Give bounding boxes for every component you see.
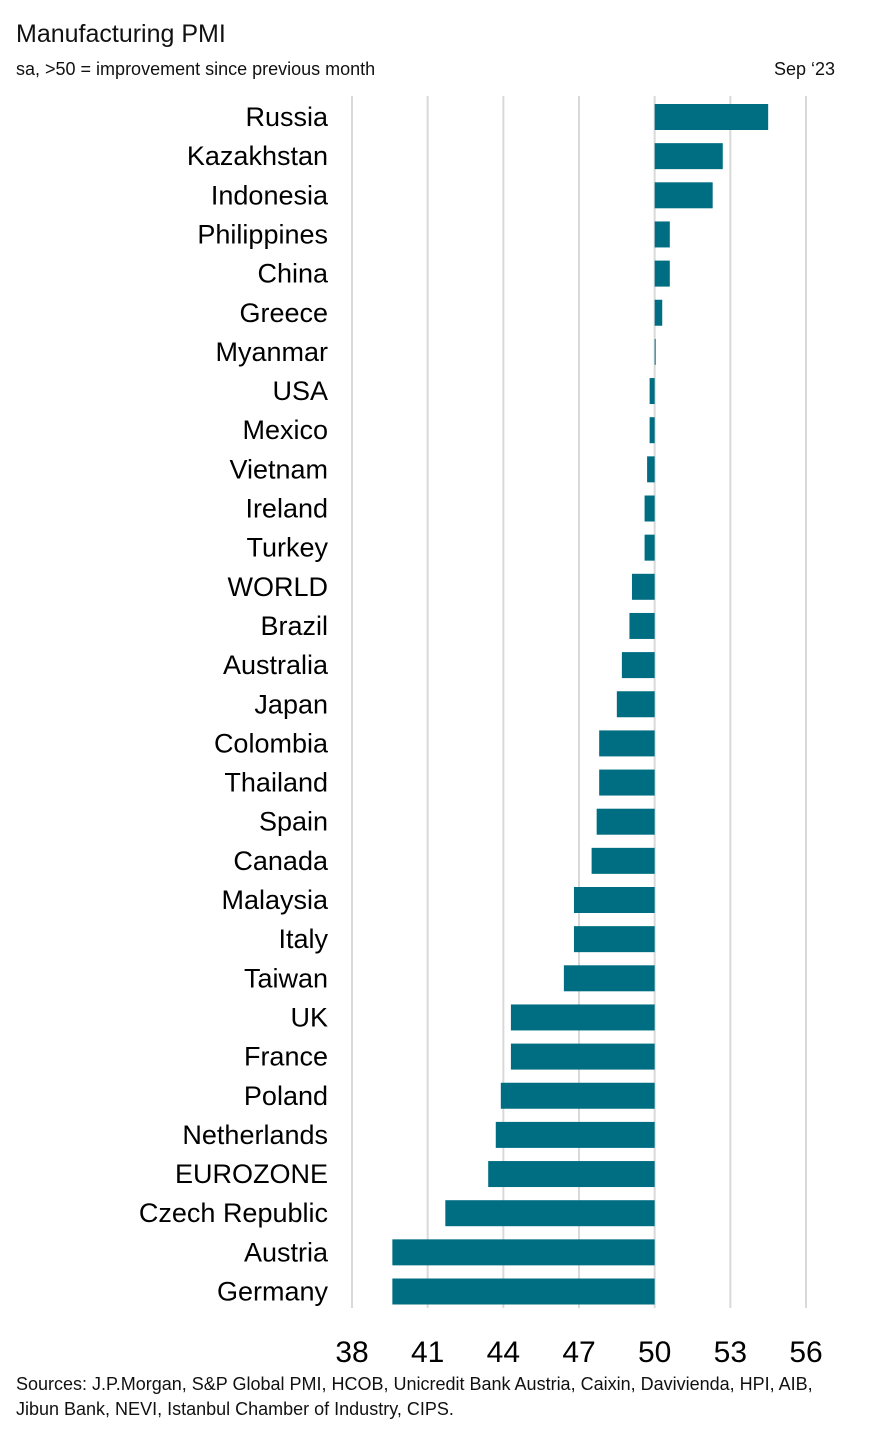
category-label: USA: [272, 376, 328, 406]
sources-note: Sources: J.P.Morgan, S&P Global PMI, HCO…: [16, 1374, 813, 1419]
bar-china: [654, 260, 670, 287]
category-label: EUROZONE: [175, 1159, 328, 1189]
category-label: China: [257, 259, 329, 289]
category-label: Taiwan: [244, 963, 328, 993]
chart-title: Manufacturing PMI: [16, 20, 226, 48]
bar-philippines: [654, 221, 670, 248]
x-tick-label: 38: [335, 1336, 368, 1369]
category-labels: Russia Kazakhstan Indonesia Philippines Chin…: [139, 102, 329, 1307]
bar-australia: [621, 652, 655, 679]
bar-uk: [510, 1004, 655, 1031]
category-label: UK: [290, 1002, 328, 1032]
bar-indonesia: [654, 182, 713, 209]
bar-spain: [596, 808, 655, 835]
category-label: Greece: [239, 298, 328, 328]
bar-turkey: [644, 534, 655, 561]
category-label: WORLD: [228, 572, 329, 602]
category-label: Colombia: [214, 728, 329, 758]
bar-italy: [573, 926, 655, 953]
category-label: Philippines: [197, 219, 328, 249]
bar-austria: [392, 1239, 655, 1266]
category-label: Germany: [217, 1277, 329, 1307]
bar-czech-republic: [445, 1200, 655, 1227]
chart-subtitle: sa, >50 = improvement since previous mon…: [16, 59, 376, 79]
category-label: Brazil: [260, 611, 328, 641]
category-label: Canada: [233, 846, 329, 876]
bar-taiwan: [563, 965, 655, 992]
bar-colombia: [599, 730, 655, 757]
bar-netherlands: [495, 1121, 655, 1148]
category-label: Austria: [244, 1237, 329, 1267]
bar-ireland: [644, 495, 655, 522]
category-label: Vietnam: [229, 454, 328, 484]
bar-greece: [654, 299, 663, 326]
category-label: Italy: [278, 924, 328, 954]
category-label: France: [244, 1042, 328, 1072]
category-label: Turkey: [246, 533, 328, 563]
bar-mexico: [649, 417, 655, 444]
bar-brazil: [629, 612, 655, 639]
category-label: Myanmar: [215, 337, 328, 367]
bars: [392, 104, 769, 1305]
category-label: Malaysia: [221, 885, 329, 915]
bar-world: [631, 573, 655, 600]
category-label: Poland: [244, 1081, 328, 1111]
category-label: Russia: [245, 102, 329, 132]
bar-kazakhstan: [654, 143, 723, 170]
bar-germany: [392, 1278, 655, 1305]
category-label: Czech Republic: [139, 1198, 328, 1228]
bar-poland: [500, 1082, 655, 1109]
category-label: Mexico: [242, 415, 328, 445]
category-label: Netherlands: [182, 1120, 328, 1150]
chart-date: Sep ‘23: [773, 59, 835, 79]
bar-vietnam: [647, 456, 655, 483]
category-label: Australia: [223, 650, 329, 680]
category-label: Kazakhstan: [187, 141, 328, 171]
x-tick-label: 41: [411, 1336, 444, 1369]
bar-malaysia: [573, 887, 655, 913]
category-label: Japan: [254, 689, 328, 719]
bar-myanmar: [654, 338, 656, 365]
category-label: Ireland: [245, 494, 328, 524]
x-tick-label: 56: [789, 1336, 822, 1369]
bar-france: [510, 1043, 655, 1070]
x-tick-label: 47: [562, 1336, 595, 1369]
x-tick-label: 53: [714, 1336, 747, 1369]
x-tick-label: 50: [638, 1336, 671, 1369]
x-tick-label: 44: [487, 1336, 520, 1369]
category-label: Indonesia: [211, 180, 329, 210]
category-label: Spain: [259, 807, 328, 837]
bar-usa: [649, 378, 655, 405]
bar-eurozone: [488, 1161, 655, 1188]
bar-canada: [591, 847, 655, 874]
category-label: Thailand: [224, 768, 328, 798]
bar-japan: [616, 691, 655, 718]
bar-chart: Russia Kazakhstan Indonesia Philippines Chin…: [139, 96, 823, 1369]
bar-thailand: [599, 769, 655, 796]
x-axis-ticks: 38 41 44 47 50 53 56: [335, 1336, 822, 1369]
bar-russia: [654, 104, 769, 130]
